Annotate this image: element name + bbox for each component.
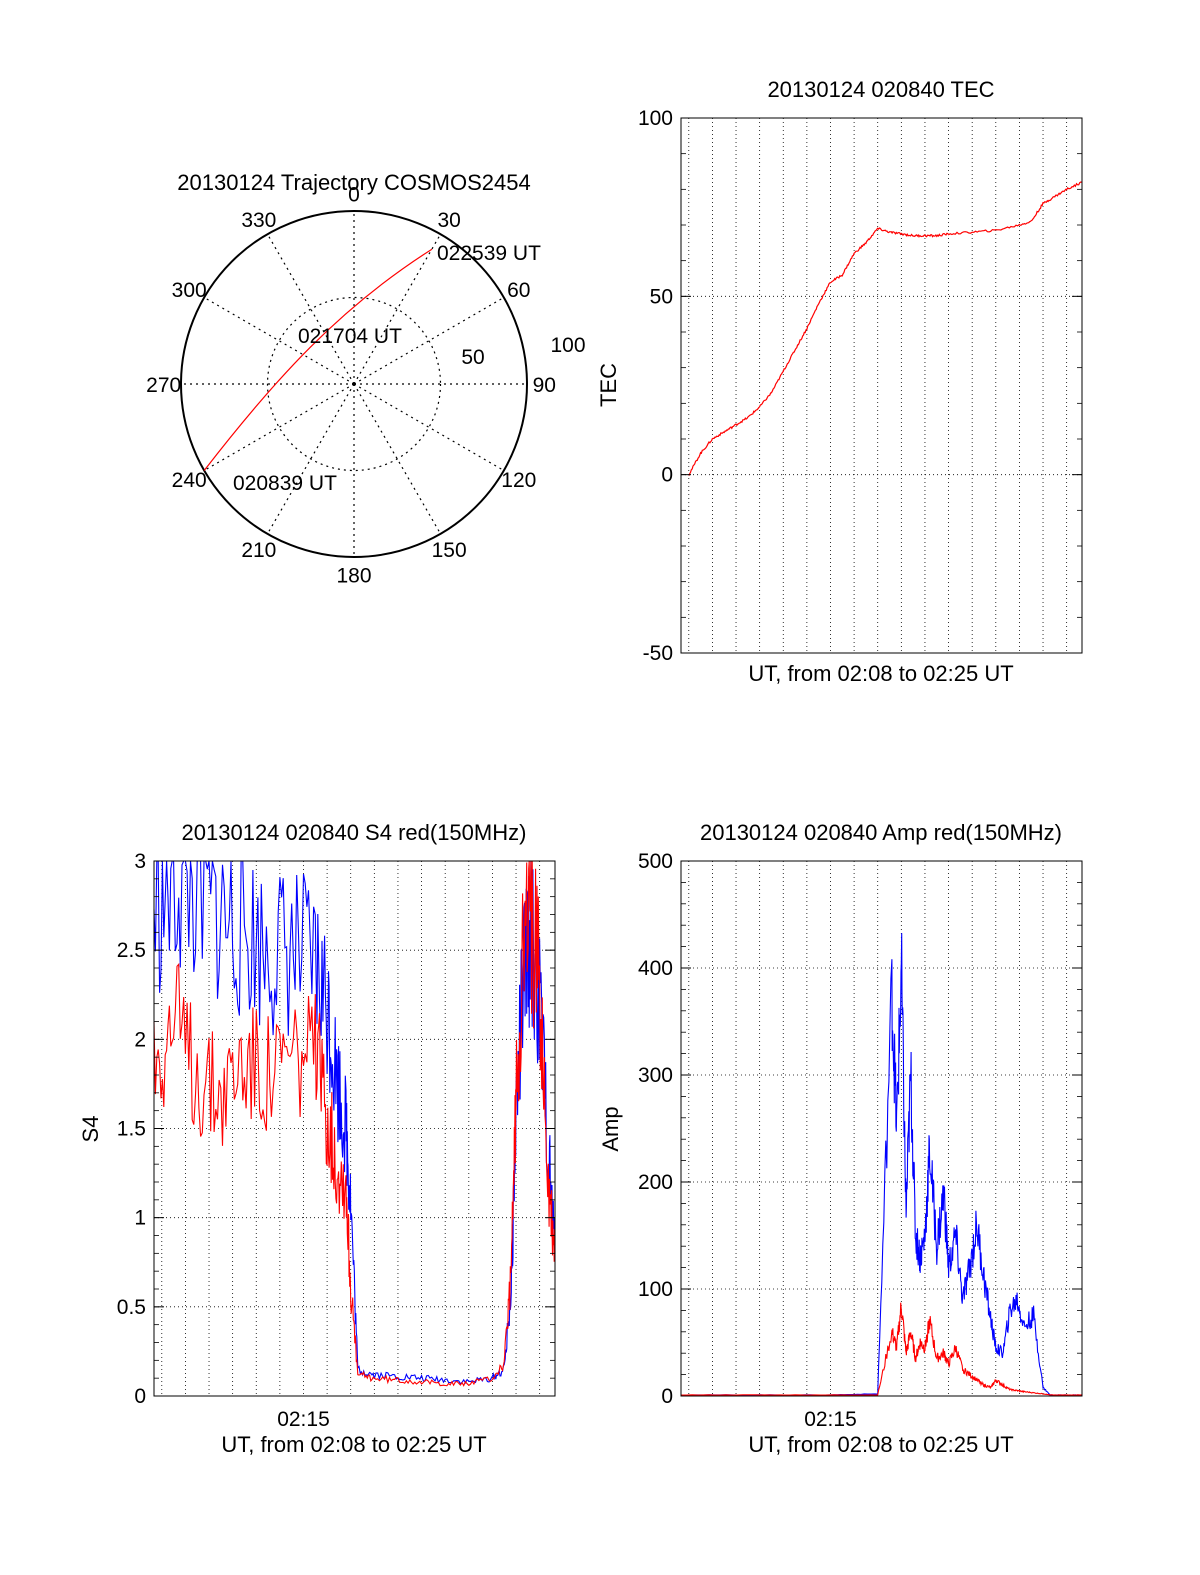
polar-radial-label-100: 100: [550, 334, 585, 357]
tec-series-line-0: [688, 181, 1083, 476]
tec-title: 20130124 020840 TEC: [767, 77, 994, 102]
amp-ytick-label-2: 300: [638, 1064, 673, 1087]
s4-series-line-0: [153, 860, 556, 1385]
amp-grid: [681, 861, 1082, 1396]
amp-series: [680, 933, 1083, 1396]
tec-chart: 20130124 020840 TEC 100 50 0 -50 TEC UT, fr…: [596, 77, 1083, 686]
trajectory-start-label: 020839 UT: [233, 472, 337, 495]
polar-radial-label-50: 50: [461, 346, 484, 369]
s4-ytick-label-5: 0.5: [117, 1296, 146, 1319]
amp-xtick-label-0: 02:15: [804, 1408, 857, 1431]
polar-az-label-60: 60: [507, 279, 530, 302]
amp-title: 20130124 020840 Amp red(150MHz): [700, 820, 1062, 845]
s4-ytick-label-0: 3: [134, 850, 146, 873]
amp-ytick-label-4: 100: [638, 1278, 673, 1301]
polar-trajectory-chart: 20130124 Trajectory COSMOS2454 0 30 60 90 12…: [146, 170, 585, 587]
polar-grid: [181, 211, 527, 557]
amp-series-line-0: [680, 933, 1083, 1396]
amp-series-line-1: [680, 1302, 1082, 1396]
polar-spoke-120: [353, 383, 505, 472]
s4-chart: 20130124 020840 S4 red(150MHz) 3 2.5 2 1.5 1…: [78, 820, 556, 1457]
amp-ytick-label-3: 200: [638, 1171, 673, 1194]
polar-spoke-240: [203, 383, 355, 472]
amp-ytick-label-5: 0: [661, 1385, 673, 1408]
trajectory-end-label: 022539 UT: [437, 242, 541, 265]
s4-ytick-label-1: 2.5: [117, 939, 146, 962]
polar-radial-labels: 50 100: [461, 334, 585, 369]
polar-ring-0: [266, 296, 442, 472]
trajectory-line: [203, 248, 433, 471]
amp-ylabel: Amp: [598, 1106, 623, 1151]
polar-spoke-210: [266, 383, 355, 535]
tec-ytick-label-1: 50: [650, 285, 673, 308]
s4-ylabel: S4: [78, 1116, 103, 1143]
s4-xtick-label-0: 02:15: [277, 1408, 330, 1431]
tec-grid: [681, 118, 1082, 653]
amp-xlabel: UT, from 02:08 to 02:25 UT: [748, 1432, 1013, 1457]
tec-yticks: 100 50 0 -50: [638, 107, 1082, 665]
tec-ytick-label-2: 0: [661, 464, 673, 487]
polar-spoke-150: [353, 383, 442, 535]
polar-az-label-150: 150: [432, 539, 467, 562]
polar-spoke-330: [266, 233, 355, 385]
amp-ytick-label-0: 500: [638, 850, 673, 873]
polar-title: 20130124 Trajectory COSMOS2454: [177, 170, 530, 195]
tec-xlabel: UT, from 02:08 to 02:25 UT: [748, 661, 1013, 686]
amp-yticks: 500 400 300 200 100 0 02:15: [638, 850, 1082, 1431]
polar-az-label-180: 180: [336, 564, 371, 587]
polar-az-label-240: 240: [172, 469, 207, 492]
polar-az-label-90: 90: [533, 374, 556, 397]
s4-ytick-label-6: 0: [134, 1385, 146, 1408]
s4-xlabel: UT, from 02:08 to 02:25 UT: [221, 1432, 486, 1457]
tec-series: [688, 181, 1083, 476]
tec-ytick-label-3: -50: [643, 642, 673, 665]
polar-az-label-270: 270: [146, 374, 181, 397]
tec-ylabel: TEC: [596, 363, 621, 407]
s4-title: 20130124 020840 S4 red(150MHz): [182, 820, 527, 845]
polar-az-label-30: 30: [437, 209, 460, 232]
polar-outer-ring: [180, 210, 528, 558]
polar-az-label-300: 300: [172, 279, 207, 302]
s4-ytick-label-2: 2: [134, 1028, 146, 1051]
s4-ytick-label-4: 1: [134, 1207, 146, 1230]
amp-chart: 20130124 020840 Amp red(150MHz) 500 400 30…: [598, 820, 1083, 1457]
polar-spoke-60: [353, 296, 505, 385]
amp-ytick-label-1: 400: [638, 957, 673, 980]
polar-spoke-300: [203, 296, 355, 385]
s4-series-line-1: [153, 860, 556, 1387]
polar-spoke-30: [353, 233, 442, 385]
s4-yticks: 3 2.5 2 1.5 1 0.5 0 02:15: [117, 850, 555, 1431]
s4-ytick-label-3: 1.5: [117, 1118, 146, 1141]
polar-az-label-120: 120: [501, 469, 536, 492]
polar-az-label-0: 0: [348, 184, 360, 207]
tec-plot-frame: [680, 117, 1083, 654]
amp-plot-frame: [680, 860, 1083, 1397]
tec-ytick-label-0: 100: [638, 107, 673, 130]
trajectory-mid-label: 021704 UT: [298, 325, 402, 348]
polar-az-label-330: 330: [241, 209, 276, 232]
s4-series: [153, 860, 556, 1387]
polar-az-label-210: 210: [241, 539, 276, 562]
polar-azimuth-labels: 0 30 60 90 120 150 180 210 240 270 300 330: [146, 184, 556, 588]
